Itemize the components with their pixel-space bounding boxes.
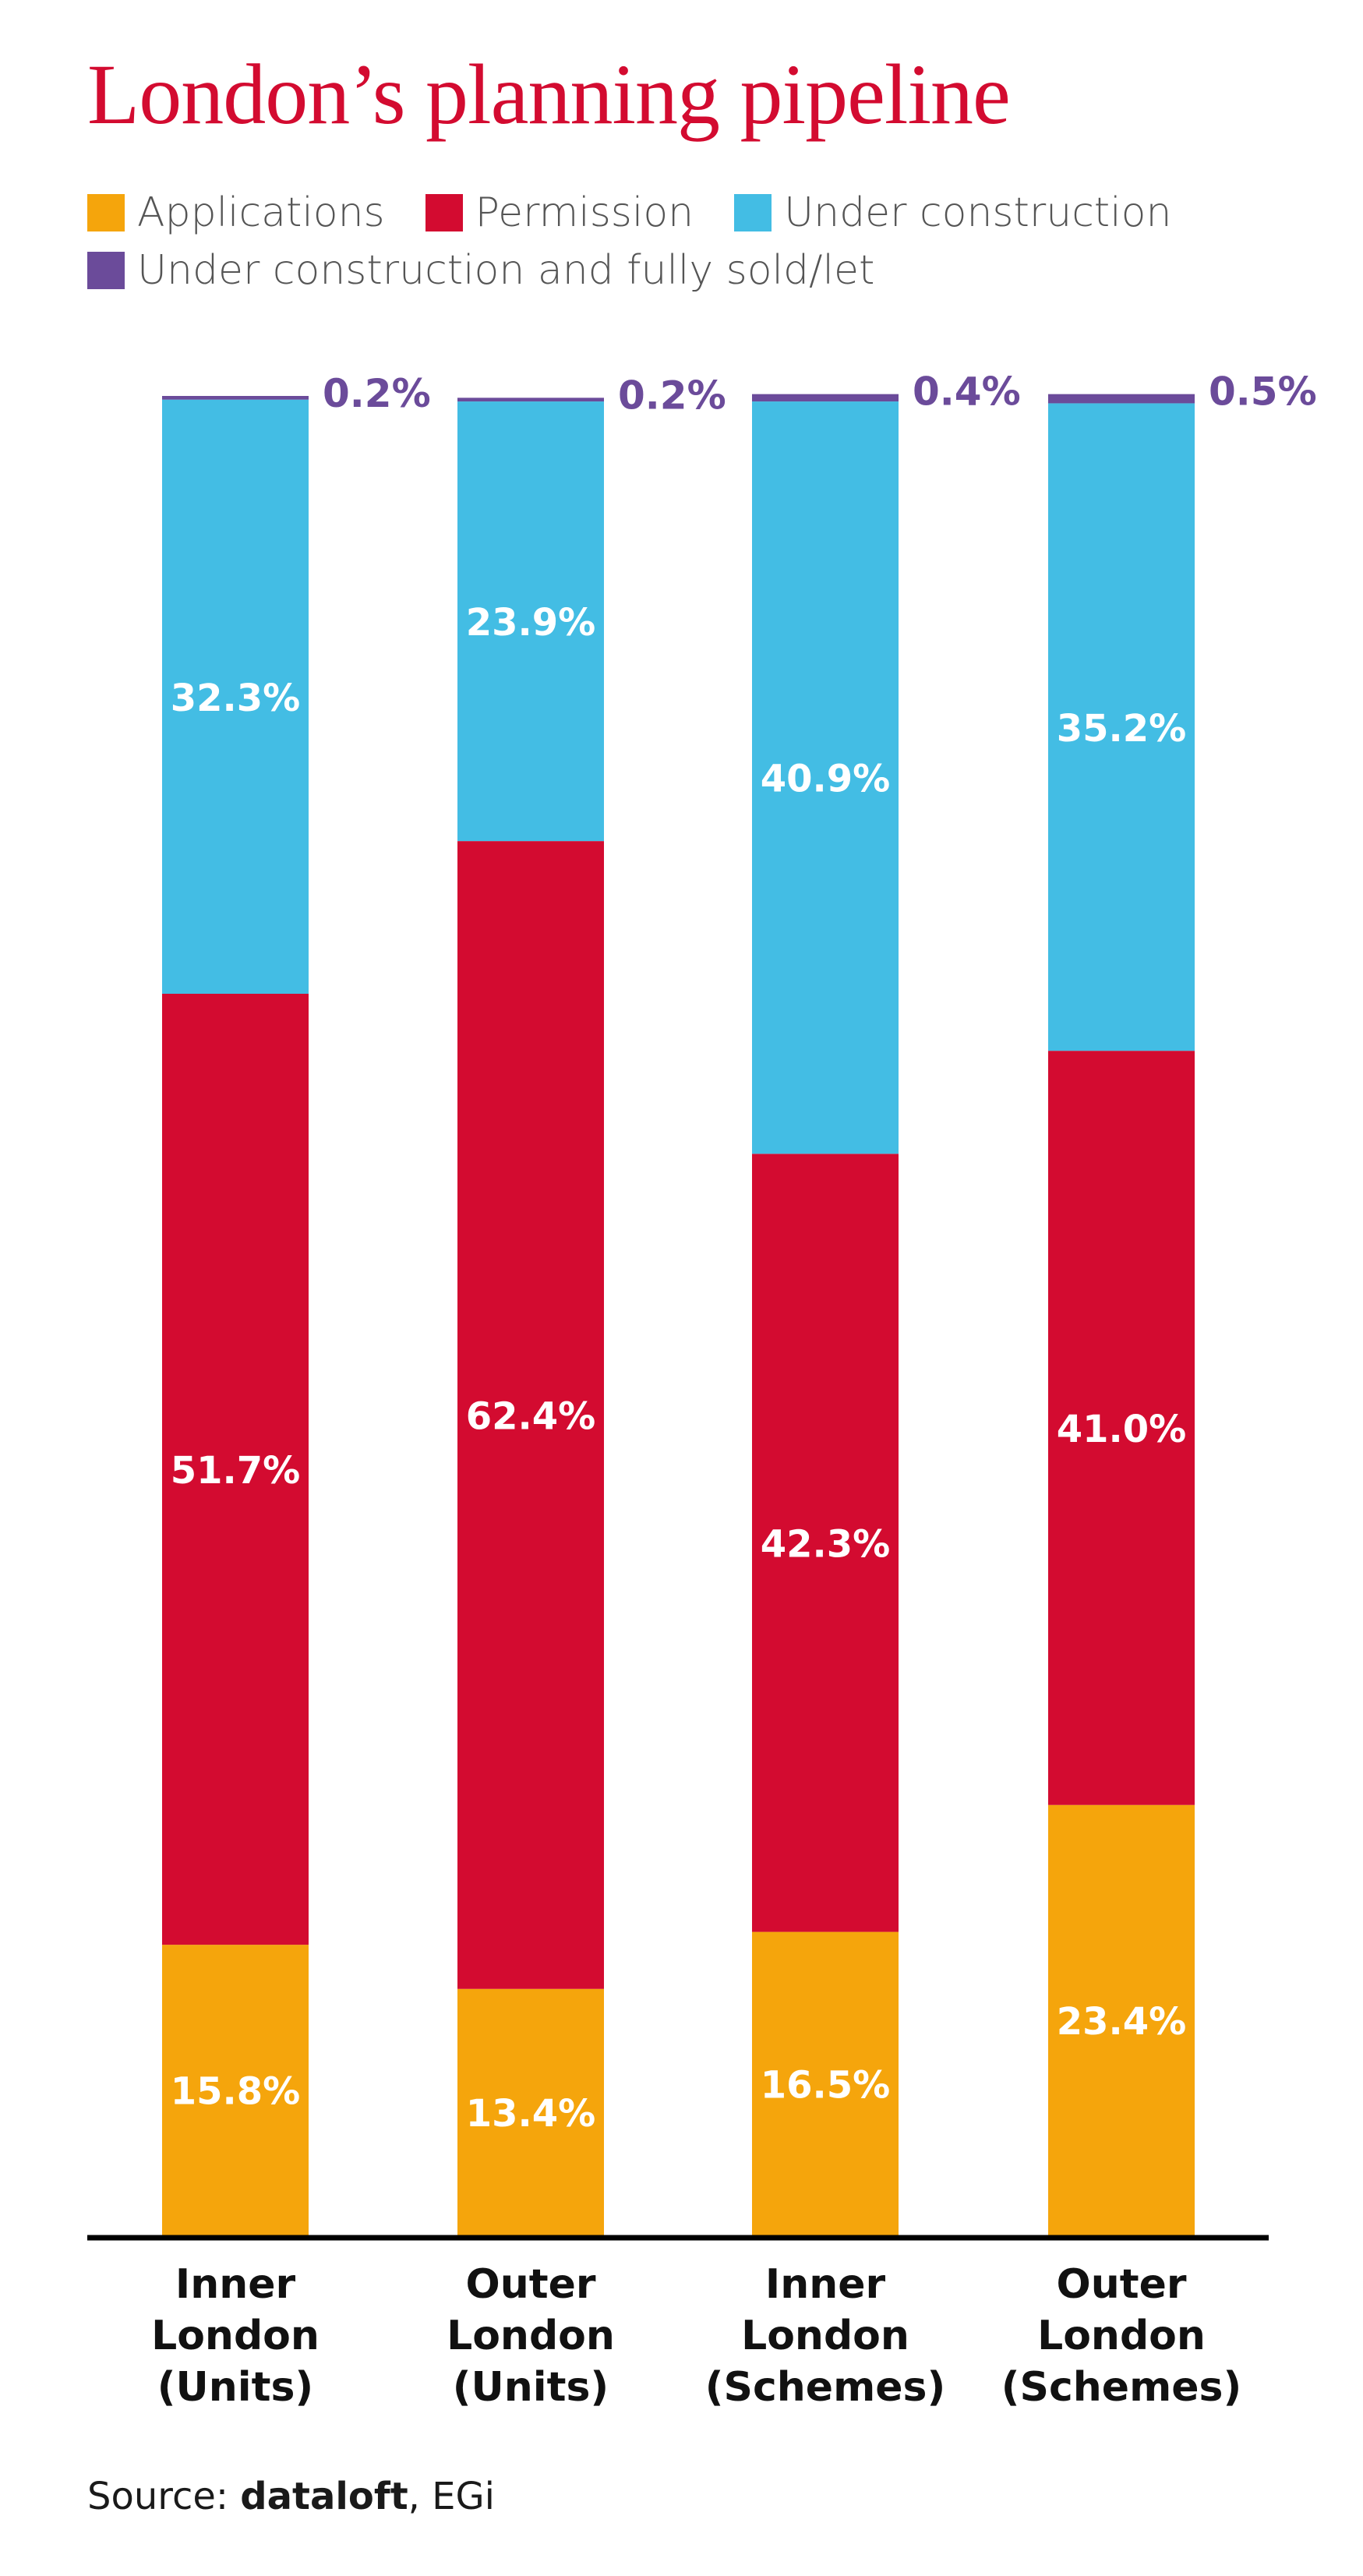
legend-label-applications: Applications [137, 189, 385, 236]
category-label-1-line-1: Inner [175, 2261, 296, 2308]
data-label-permission-3: 42.3% [761, 1522, 891, 1566]
bar-segment-under-construction-2 [457, 401, 604, 842]
data-label-under-construction-4: 35.2% [1057, 707, 1187, 751]
source-suffix: , EGi [408, 2475, 496, 2518]
legend-label-under-construction: Under construction [784, 189, 1172, 236]
data-label-applications-2: 13.4% [466, 2092, 596, 2136]
legend: Applications Permission Under constructi… [87, 184, 1334, 299]
legend-swatch-fully-sold-let [87, 252, 125, 289]
data-label-permission-1: 51.7% [171, 1449, 301, 1493]
category-label-1-line-3: (Units) [157, 2364, 313, 2411]
bar-segment-permission-1 [162, 994, 309, 1945]
bar-segment-applications-4 [1048, 1804, 1195, 2235]
data-label-under-construction-1: 32.3% [171, 677, 301, 720]
category-label-3-line-2: London [741, 2313, 909, 2359]
category-label-4-line-2: London [1037, 2313, 1206, 2359]
data-label-applications-3: 16.5% [761, 2063, 891, 2107]
source-prefix: Source: [87, 2475, 229, 2518]
category-label-2-line-1: Outer [466, 2261, 596, 2308]
legend-swatch-permission [425, 194, 463, 231]
bar-segment-applications-3 [752, 1931, 899, 2235]
legend-item-under-construction: Under construction [734, 189, 1171, 236]
stacked-bar-chart: 15.8% 51.7% 32.3% 0.2% Inner London (Units) 13.… [87, 369, 1317, 2411]
category-label-1-line-2: London [151, 2313, 320, 2359]
legend-label-permission: Permission [475, 189, 694, 236]
bar-segment-under-construction-and-fully-sold-let-3 [752, 394, 899, 402]
category-label-3-line-3: (Schemes) [705, 2364, 946, 2411]
bar-segment-permission-2 [457, 841, 604, 1989]
data-label-under-construction-and-fully-sold-let-3: 0.4% [913, 369, 1021, 415]
category-label-2-line-3: (Units) [453, 2364, 609, 2411]
bar-segment-permission-3 [752, 1154, 899, 1932]
data-label-permission-4: 41.0% [1057, 1408, 1187, 1451]
bar-segment-applications-1 [162, 1945, 309, 2235]
legend-item-applications: Applications [87, 189, 385, 236]
data-label-under-construction-2: 23.9% [466, 601, 596, 645]
bar-segment-under-construction-1 [162, 399, 309, 994]
category-label-4-line-1: Outer [1057, 2261, 1187, 2308]
bar-segment-under-construction-3 [752, 401, 899, 1154]
legend-swatch-under-construction [734, 194, 772, 231]
legend-swatch-applications [87, 194, 125, 231]
data-label-applications-4: 23.4% [1057, 2000, 1187, 2044]
source-line: Source: dataloft, EGi [87, 2475, 495, 2518]
legend-item-permission: Permission [425, 189, 694, 236]
category-label-4-line-3: (Schemes) [1001, 2364, 1242, 2411]
bar-segment-under-construction-and-fully-sold-let-1 [162, 396, 309, 400]
legend-row-1: Applications Permission Under constructi… [87, 184, 1334, 242]
bar-segment-under-construction-and-fully-sold-let-4 [1048, 394, 1195, 404]
data-label-under-construction-and-fully-sold-let-4: 0.5% [1209, 369, 1317, 415]
data-label-under-construction-3: 40.9% [761, 758, 891, 801]
chart-title: London’s planning pipeline [87, 47, 1011, 142]
legend-row-2: Under construction and fully sold/let [87, 242, 1334, 299]
data-label-under-construction-and-fully-sold-let-1: 0.2% [323, 371, 431, 416]
data-label-applications-1: 15.8% [171, 2070, 301, 2114]
legend-label-fully-sold-let: Under construction and fully sold/let [137, 247, 875, 294]
bar-segment-permission-4 [1048, 1051, 1195, 1805]
bar-segment-applications-2 [457, 1988, 604, 2235]
category-label-3-line-1: Inner [765, 2261, 886, 2308]
legend-item-fully-sold-let: Under construction and fully sold/let [87, 247, 874, 294]
source-brand: dataloft [240, 2475, 408, 2518]
bar-segment-under-construction-and-fully-sold-let-2 [457, 398, 604, 402]
category-label-2-line-2: London [447, 2313, 615, 2359]
bar-segment-under-construction-4 [1048, 403, 1195, 1051]
data-label-under-construction-and-fully-sold-let-2: 0.2% [618, 373, 726, 418]
data-label-permission-2: 62.4% [466, 1394, 596, 1438]
